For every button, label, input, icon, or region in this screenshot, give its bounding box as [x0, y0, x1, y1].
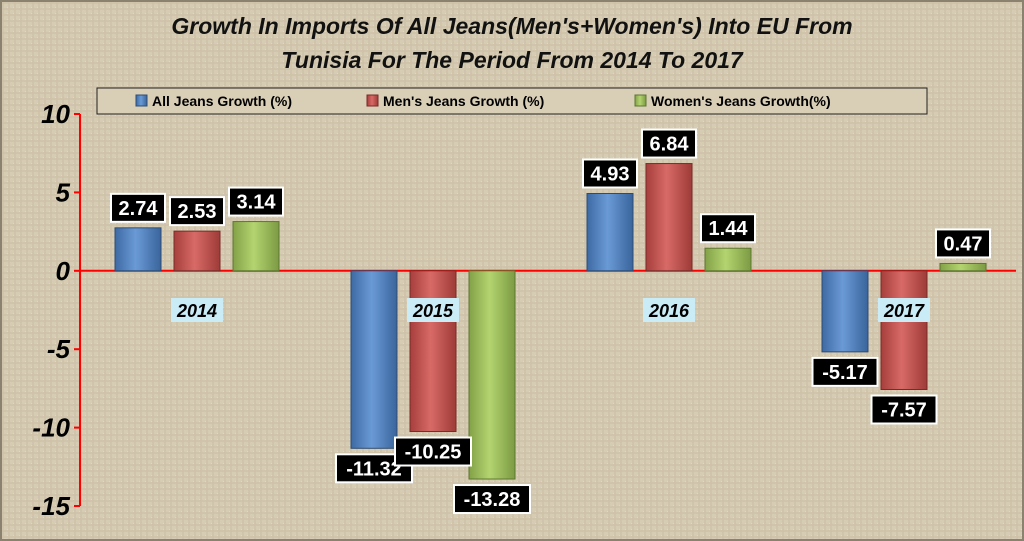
data-label-mens-jeans-2016: 6.84: [641, 128, 697, 159]
data-label-text: 3.14: [237, 192, 277, 214]
data-label-womens-jeans-2014: 3.14: [228, 186, 284, 217]
data-label-all-jeans-2014: 2.74: [110, 192, 166, 223]
data-label-text: -10.25: [405, 442, 462, 464]
y-tick-label: -5: [47, 334, 71, 364]
data-label-text: -13.28: [464, 489, 521, 511]
category-label-box: [878, 298, 930, 322]
bar-mens-jeans-2015: [409, 270, 457, 433]
chart-title-line-1: Growth In Imports Of All Jeans(Men's+Wom…: [171, 13, 852, 39]
data-label-box: [110, 192, 166, 223]
bar-mens-jeans-2016: [645, 163, 693, 272]
bar-womens-jeans-2014: [232, 221, 280, 272]
legend-swatch-mens-jeans: [366, 94, 379, 107]
category-label-text: 2016: [648, 301, 690, 321]
y-tick-label: 0: [56, 256, 71, 286]
data-label-text: 6.84: [650, 134, 690, 156]
category-label-2017: 2017: [878, 298, 930, 322]
data-label-text: -7.57: [881, 399, 927, 421]
data-label-all-jeans-2017: -5.17: [811, 356, 879, 387]
legend-box: [96, 87, 928, 115]
category-label-box: [171, 298, 223, 322]
y-tick-label: -15: [32, 491, 70, 521]
category-label-box: [643, 298, 695, 322]
y-tick-label: 10: [41, 99, 70, 129]
legend-label-womens-jeans: Women's Jeans Growth(%): [651, 93, 831, 109]
data-label-text: -5.17: [822, 362, 868, 384]
category-label-2015: 2015: [407, 298, 459, 322]
legend: All Jeans Growth (%) Men's Jeans Growth …: [96, 87, 928, 115]
data-label-text: 2.74: [119, 198, 159, 220]
data-label-box: [870, 394, 938, 425]
category-label-text: 2015: [412, 301, 454, 321]
legend-swatch-all-jeans: [135, 94, 148, 107]
data-label-box: [394, 436, 472, 467]
data-label-mens-jeans-2015: -10.25: [394, 436, 472, 467]
data-label-womens-jeans-2016: 1.44: [700, 213, 756, 244]
data-label-text: 2.53: [178, 201, 217, 223]
bar-mens-jeans-2017: [880, 270, 928, 390]
category-label-box: [407, 298, 459, 322]
data-label-box: [169, 196, 225, 227]
legend-label-all-jeans: All Jeans Growth (%): [152, 93, 292, 109]
y-tick-label: 5: [56, 177, 71, 207]
data-label-box: [453, 484, 531, 515]
data-label-text: 4.93: [591, 163, 630, 185]
category-label-text: 2017: [883, 301, 925, 321]
data-label-box: [228, 186, 284, 217]
bar-all-jeans-2015: [350, 270, 398, 449]
bar-womens-jeans-2017: [939, 262, 987, 272]
legend-label-mens-jeans: Men's Jeans Growth (%): [383, 93, 544, 109]
data-label-mens-jeans-2014: 2.53: [169, 196, 225, 227]
bar-all-jeans-2016: [586, 192, 634, 272]
bar-womens-jeans-2016: [704, 247, 752, 272]
legend-swatch-womens-jeans: [634, 94, 647, 107]
data-label-box: [641, 128, 697, 159]
category-label-text: 2014: [176, 301, 217, 321]
data-label-box: [582, 158, 638, 189]
data-label-womens-jeans-2015: -13.28: [453, 484, 531, 515]
data-label-all-jeans-2016: 4.93: [582, 158, 638, 189]
data-label-mens-jeans-2017: -7.57: [870, 394, 938, 425]
bar-all-jeans-2017: [821, 270, 869, 353]
category-label-2014: 2014: [171, 298, 223, 322]
data-label-text: 1.44: [709, 218, 749, 240]
bar-mens-jeans-2014: [173, 230, 221, 272]
bar-all-jeans-2014: [114, 227, 162, 272]
data-label-all-jeans-2015: -11.32: [335, 453, 413, 484]
data-label-box: [700, 213, 756, 244]
data-label-text: -11.32: [346, 458, 402, 480]
data-label-box: [935, 228, 991, 259]
y-tick-label: -10: [32, 413, 70, 443]
category-label-2016: 2016: [643, 298, 695, 322]
bar-womens-jeans-2015: [468, 270, 516, 480]
data-label-text: 0.47: [944, 233, 983, 255]
data-label-box: [811, 356, 879, 387]
chart-title-line-2: Tunisia For The Period From 2014 To 2017: [281, 47, 744, 73]
data-label-womens-jeans-2017: 0.47: [935, 228, 991, 259]
